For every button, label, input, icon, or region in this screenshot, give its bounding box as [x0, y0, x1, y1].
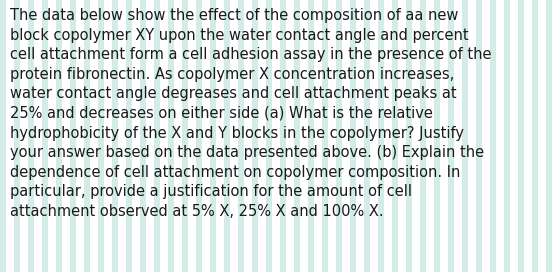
Text: The data below show the effect of the composition of aa new
block copolymer XY u: The data below show the effect of the co… — [10, 8, 492, 219]
Bar — [462, 0, 468, 272]
Bar — [490, 0, 496, 272]
Bar — [392, 0, 398, 272]
Bar — [336, 0, 342, 272]
Bar — [518, 0, 524, 272]
Bar — [350, 0, 356, 272]
Bar — [98, 0, 104, 272]
Bar — [56, 0, 62, 272]
Bar — [0, 0, 6, 272]
Bar — [140, 0, 146, 272]
Bar — [308, 0, 314, 272]
Bar — [196, 0, 202, 272]
Bar — [448, 0, 454, 272]
Bar — [434, 0, 440, 272]
Bar — [28, 0, 34, 272]
Bar — [546, 0, 552, 272]
Bar — [476, 0, 482, 272]
Bar — [280, 0, 286, 272]
Bar — [224, 0, 230, 272]
Bar — [378, 0, 384, 272]
Bar — [42, 0, 48, 272]
Bar — [504, 0, 510, 272]
Bar — [210, 0, 216, 272]
Bar — [14, 0, 20, 272]
Bar — [182, 0, 188, 272]
Bar — [70, 0, 76, 272]
Bar — [406, 0, 412, 272]
Bar — [322, 0, 328, 272]
Bar — [238, 0, 244, 272]
Bar — [154, 0, 160, 272]
Bar — [252, 0, 258, 272]
Bar — [420, 0, 426, 272]
Bar — [532, 0, 538, 272]
Bar — [112, 0, 118, 272]
Bar — [168, 0, 174, 272]
Bar — [266, 0, 272, 272]
Bar — [364, 0, 370, 272]
Bar — [84, 0, 90, 272]
Bar — [294, 0, 300, 272]
Bar — [126, 0, 132, 272]
